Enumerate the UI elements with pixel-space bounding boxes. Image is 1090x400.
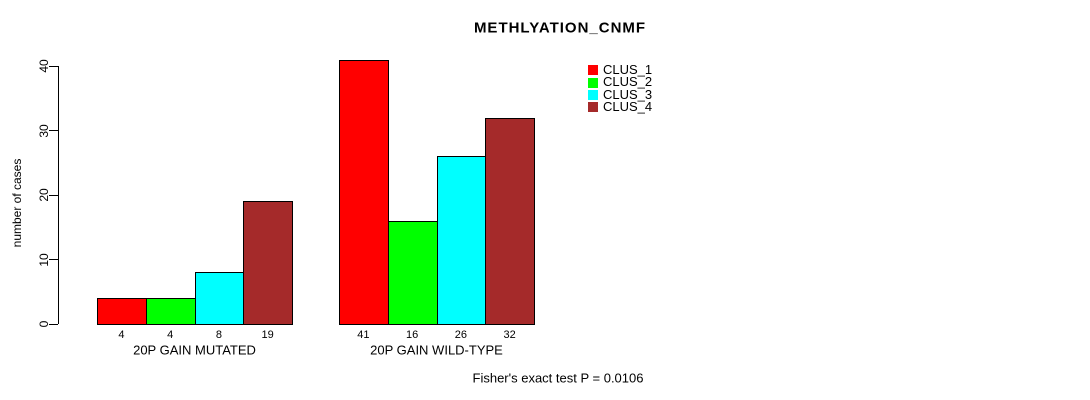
- bar-value-label: 41: [357, 329, 370, 341]
- y-tick: [49, 194, 58, 196]
- bar-clus_3-2: [436, 156, 487, 325]
- legend-label: CLUS_1: [603, 62, 653, 77]
- bar-value-label: 19: [261, 329, 274, 341]
- y-tick-label: 20: [37, 188, 51, 202]
- legend-swatch-icon: [588, 102, 598, 113]
- y-axis-line: [58, 66, 59, 324]
- bar-value-label: 26: [454, 329, 467, 341]
- y-axis-label: number of cases: [10, 158, 24, 248]
- bar-value-label: 4: [167, 329, 174, 341]
- y-tick: [49, 259, 58, 260]
- y-tick-label: 30: [37, 123, 51, 138]
- bar-clus_1-1: [97, 298, 147, 325]
- chart-title: METHLYATION_CNMF: [473, 19, 647, 37]
- legend-swatch-icon: [588, 77, 598, 88]
- bar-value-label: 16: [406, 329, 419, 341]
- bar-value-label: 4: [118, 329, 125, 341]
- fisher-test-annotation: Fisher's exact test P = 0.0106: [472, 370, 644, 386]
- legend-label: CLUS_2: [603, 74, 653, 90]
- y-tick: [49, 130, 58, 131]
- x-group-label: 20P GAIN WILD-TYPE: [370, 342, 503, 358]
- x-group-label: 20P GAIN MUTATED: [133, 342, 256, 358]
- bar-value-label: 8: [215, 329, 222, 341]
- bar-clus_4-1: [243, 201, 293, 325]
- legend-item: CLUS_1: [588, 62, 653, 77]
- legend-label: CLUS_4: [603, 99, 653, 115]
- legend-item: CLUS_2: [588, 74, 653, 90]
- bar-clus_3-1: [194, 272, 245, 325]
- legend-swatch-icon: [588, 65, 598, 76]
- legend-label: CLUS_3: [603, 86, 653, 102]
- legend-item: CLUS_4: [588, 99, 653, 115]
- y-tick: [49, 323, 58, 325]
- legend: CLUS_1 CLUS_2 CLUS_3 CLUS_4: [588, 62, 653, 115]
- bar-clus_2-2: [387, 220, 438, 325]
- y-tick-label: 10: [37, 252, 51, 267]
- bar-clus_2-1: [145, 298, 196, 325]
- y-tick-label: 0: [37, 320, 51, 328]
- y-tick-label: 40: [37, 59, 51, 73]
- y-tick: [49, 65, 58, 67]
- legend-swatch-icon: [588, 89, 598, 100]
- bar-clus_4-2: [485, 117, 535, 325]
- bar-clus_1-2: [339, 59, 389, 325]
- legend-item: CLUS_3: [588, 86, 653, 102]
- bar-value-label: 32: [503, 329, 516, 341]
